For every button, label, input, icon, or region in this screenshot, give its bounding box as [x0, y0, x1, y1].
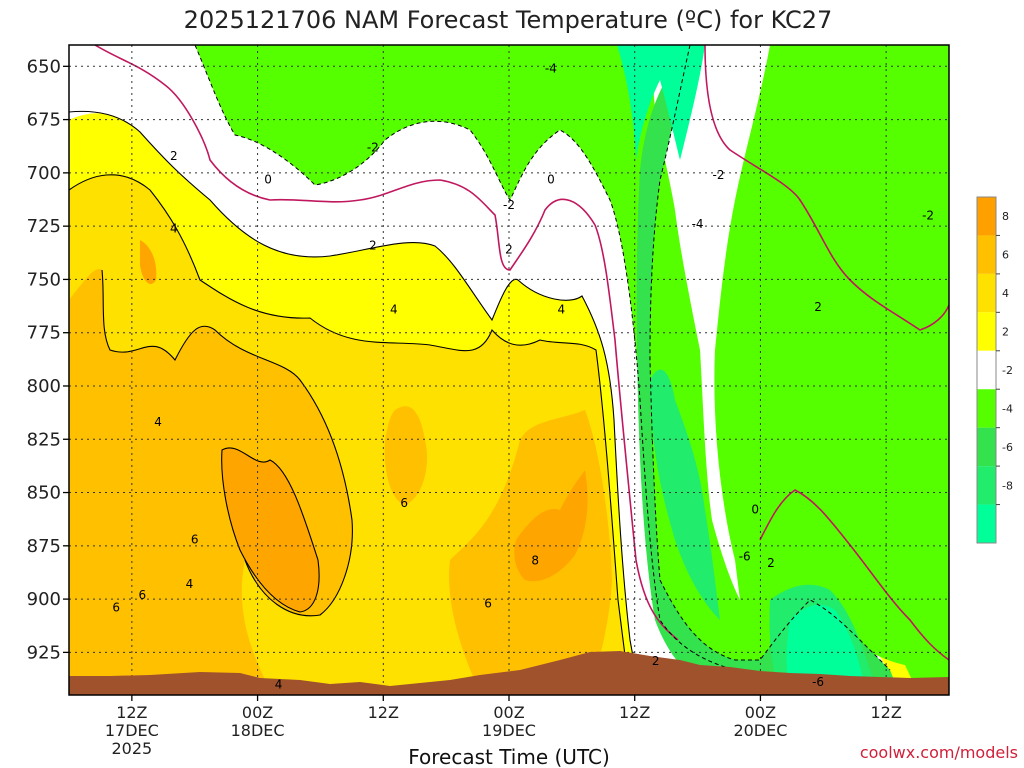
- warm-region-9: [514, 470, 588, 582]
- x-tick-label: 12Z: [116, 703, 147, 722]
- warm-region-10: [140, 240, 157, 285]
- contour-label: 4: [154, 415, 162, 429]
- colorbar-segment: [977, 466, 996, 505]
- contour-line-4C: [69, 174, 631, 695]
- colorbar-segment: [977, 389, 996, 428]
- colorbar-label: -2: [1002, 364, 1013, 377]
- y-tick-label: 725: [27, 216, 61, 237]
- contour-label: -4: [545, 61, 557, 75]
- y-tick-label: 650: [27, 56, 61, 77]
- x-axis-label: Forecast Time (UTC): [408, 745, 610, 768]
- x-tick-label: 17DEC: [105, 721, 159, 740]
- colorbar-segment: [977, 504, 996, 543]
- colorbar-segment: [977, 427, 996, 467]
- y-axis: 650 675 700 725 750 775 800 825 850 875 900 925: [27, 56, 69, 663]
- contour-label: 2: [505, 243, 513, 257]
- cold-region-4: [617, 45, 705, 160]
- contour-label: -6: [812, 675, 824, 689]
- colorbar-label: 6: [1002, 249, 1009, 262]
- contour-label: -2: [367, 140, 379, 154]
- contour-label: 2: [652, 654, 660, 668]
- contour-label: 4: [390, 302, 398, 316]
- contour-label: 4: [170, 221, 178, 235]
- contour-line-0C-left: [94, 45, 679, 641]
- x-tick-label: 20DEC: [733, 721, 787, 740]
- contour-label: 8: [531, 554, 539, 568]
- colorbar-segment: [977, 350, 996, 390]
- contour-label: -2: [503, 198, 515, 212]
- contour-label: 6: [191, 532, 199, 546]
- y-tick-label: 700: [27, 163, 61, 184]
- y-tick-label: 775: [27, 323, 61, 344]
- y-tick-label: 825: [27, 429, 61, 450]
- contour-line-0C-right: [704, 45, 949, 331]
- colorbar-segment: [977, 273, 996, 313]
- x-tick-label: 00Z: [493, 703, 524, 722]
- credit-text: coolwx.com/models: [860, 743, 1018, 762]
- contour-label: 2: [369, 238, 377, 252]
- contour-label: 4: [186, 577, 194, 591]
- cold-region-2: [650, 369, 720, 620]
- y-tick-label: 900: [27, 589, 61, 610]
- grid: [69, 45, 949, 695]
- colorbar-label: 4: [1002, 287, 1009, 300]
- chart-title: 2025121706 NAM Forecast Temperature (ºC)…: [184, 6, 833, 34]
- colorbar-segment: [977, 235, 996, 274]
- y-tick-label: 800: [27, 376, 61, 397]
- x-tick-label: 12Z: [619, 703, 650, 722]
- x-tick-label: 12Z: [870, 703, 901, 722]
- warm-region-6: [384, 406, 428, 505]
- y-tick-label: 875: [27, 536, 61, 557]
- contour-label: -4: [692, 217, 704, 231]
- contour-label: 2: [814, 300, 822, 314]
- contour-line-0C-mid: [759, 489, 949, 661]
- y-tick-label: 675: [27, 110, 61, 131]
- terrain: [69, 651, 949, 695]
- x-tick-label: 2025: [111, 739, 152, 758]
- cold-region-1: [636, 45, 900, 695]
- warm-region-8: [221, 447, 320, 612]
- contour-line-neg4C: [649, 45, 891, 671]
- contour-label: -2: [922, 208, 934, 222]
- x-tick-label: 19DEC: [482, 721, 536, 740]
- cold-region-5: [786, 604, 865, 692]
- contour-labels: -4 -2 2 0 -2 0 -2 4 2 2 -4 -2 4 4 2 4 6 0 8 6 4 -6 2 6 6 6 2 4 -6: [112, 61, 934, 691]
- contour-label: 4: [275, 677, 283, 691]
- x-tick-label: 12Z: [368, 703, 399, 722]
- contour-label: 2: [170, 149, 178, 163]
- contour-label: -2: [713, 168, 725, 182]
- colorbar-label: -8: [1002, 479, 1013, 492]
- x-tick-label: 00Z: [242, 703, 273, 722]
- colorbar: 8 6 4 2 -2 -4 -6 -8: [976, 196, 1013, 544]
- contour-line-8C: [221, 447, 320, 613]
- contour-label: 0: [547, 172, 555, 186]
- contour-label: 0: [751, 503, 759, 517]
- colorbar-label: -6: [1002, 441, 1013, 454]
- y-tick-label: 850: [27, 483, 61, 504]
- contour-line-neg2C: [194, 45, 746, 673]
- contour-line-6C: [101, 269, 353, 617]
- y-tick-label: 925: [27, 642, 61, 663]
- colorbar-label: 8: [1002, 210, 1009, 223]
- contour-label: 6: [484, 596, 492, 610]
- colorbar-segment: [977, 312, 996, 351]
- x-tick-label: 18DEC: [231, 721, 285, 740]
- colorbar-label: -4: [1002, 402, 1013, 415]
- contour-label: 6: [139, 588, 147, 602]
- contour-label: 2: [767, 556, 775, 570]
- plot-area: -4 -2 2 0 -2 0 -2 4 2 2 -4 -2 4 4 2 4 6 0 8 6 4 -6 2 6 6 6 2 4 -6: [69, 45, 949, 695]
- contour-label: 6: [112, 601, 120, 615]
- y-tick-label: 750: [27, 269, 61, 290]
- colorbar-segment: [977, 197, 996, 236]
- x-tick-label: 00Z: [745, 703, 776, 722]
- contour-line-2C: [69, 110, 641, 695]
- colorbar-label: 2: [1002, 326, 1009, 339]
- colorbar-border: [976, 196, 997, 544]
- contour-label: 4: [558, 302, 566, 316]
- contour-label: 0: [264, 172, 272, 186]
- contour-label: -6: [739, 549, 751, 563]
- contour-label: 6: [400, 496, 408, 510]
